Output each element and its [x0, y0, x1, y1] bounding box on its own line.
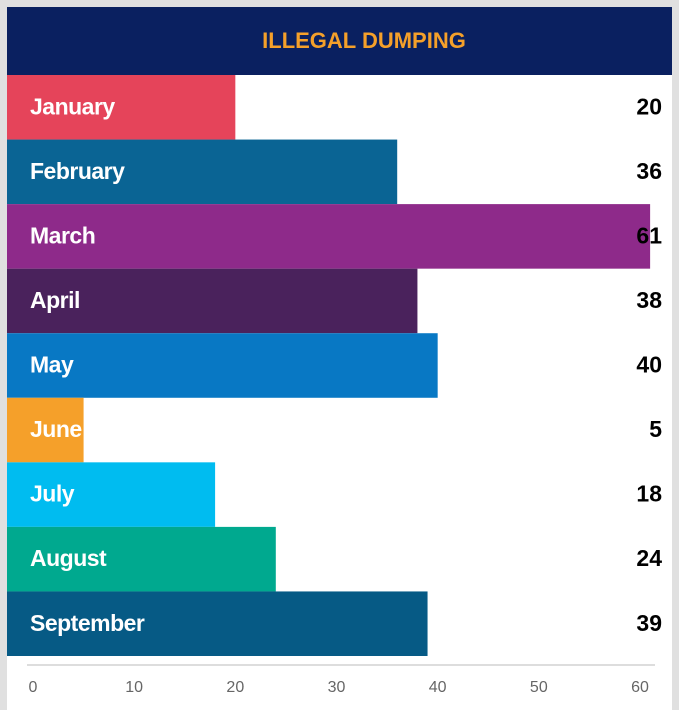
x-tick-label: 30 — [328, 679, 346, 696]
category-label: March — [30, 222, 95, 248]
category-label: June — [30, 416, 82, 442]
value-label: 39 — [636, 610, 662, 636]
x-tick-label: 20 — [226, 679, 244, 696]
bar — [7, 268, 418, 334]
bar — [7, 139, 398, 205]
value-label: 36 — [636, 158, 662, 184]
category-label: May — [30, 352, 74, 378]
x-tick-label: 50 — [530, 679, 548, 696]
value-label: 20 — [636, 93, 662, 119]
title-bar — [7, 7, 672, 75]
value-label: 24 — [636, 545, 662, 571]
x-tick-label: 10 — [125, 679, 143, 696]
category-label: February — [30, 158, 125, 184]
bar — [7, 75, 236, 140]
bar — [7, 333, 438, 398]
value-label: 38 — [636, 287, 662, 313]
category-label: August — [30, 545, 107, 571]
bar — [7, 526, 276, 592]
x-tick-label: 60 — [631, 679, 649, 696]
bar — [7, 591, 428, 656]
chart-title: ILLEGAL DUMPING — [262, 28, 466, 53]
x-tick-label: 0 — [29, 679, 38, 696]
bar — [7, 204, 651, 269]
category-label: September — [30, 610, 145, 636]
value-label: 18 — [636, 481, 662, 507]
bar — [7, 462, 216, 527]
x-tick-label: 40 — [429, 679, 447, 696]
category-label: July — [30, 481, 75, 507]
category-label: January — [30, 93, 115, 119]
value-label: 5 — [649, 416, 662, 442]
value-label: 61 — [636, 222, 662, 248]
value-label: 40 — [636, 352, 662, 378]
category-label: April — [30, 287, 80, 313]
bar — [7, 397, 84, 463]
